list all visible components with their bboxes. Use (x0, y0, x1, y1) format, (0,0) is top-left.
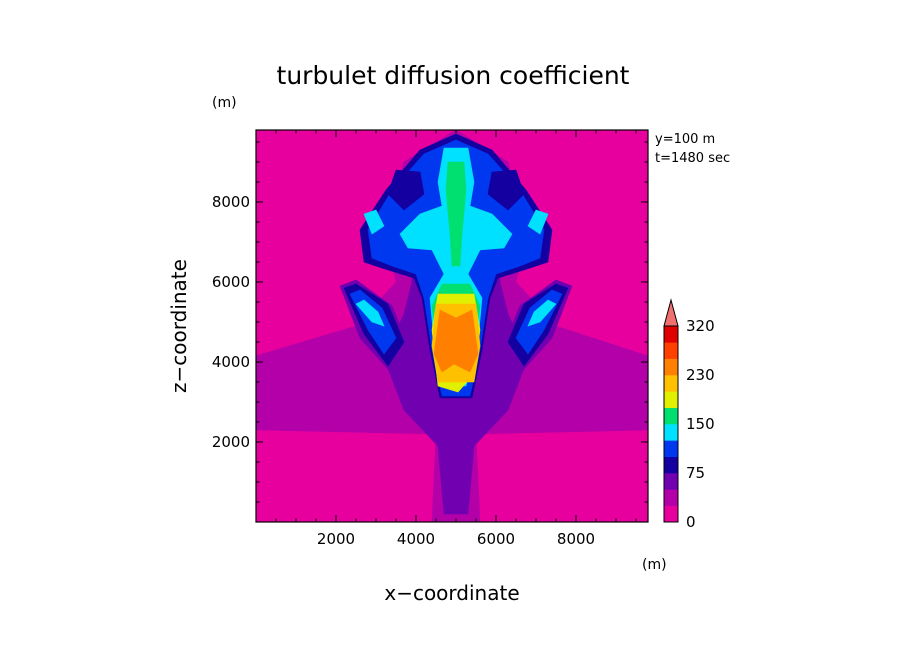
colorbar-segment-5 (664, 424, 678, 441)
colorbar-tick-label: 230 (686, 366, 715, 384)
colorbar-tick-label: 75 (686, 464, 705, 482)
colorbar-tick-label: 0 (686, 513, 696, 531)
contour-region-13 (527, 299, 557, 327)
x-tick-label: 4000 (397, 530, 435, 548)
contour-region-16 (399, 147, 513, 387)
x-axis-label: x−coordinate (384, 581, 519, 605)
colorbar-extend-arrow (663, 298, 679, 327)
x-tick-label: 2000 (317, 530, 355, 548)
plot-frame (255, 129, 649, 523)
x-unit-label: (m) (642, 557, 667, 573)
contour-region-15 (527, 209, 549, 235)
contour-region-14 (363, 209, 385, 235)
colorbar-frame (663, 325, 679, 523)
colorbar-segment-11 (664, 326, 678, 343)
contour-region-12 (355, 299, 385, 327)
colorbar-segment-1 (664, 489, 678, 506)
y-tick-label: 4000 (212, 353, 250, 371)
contour-region-10 (387, 169, 425, 211)
chart-title: turbulet diffusion coefficient (277, 61, 630, 90)
colorbar-segment-6 (664, 407, 678, 425)
colorbar-segment-3 (664, 456, 678, 474)
colorbar-segment-8 (664, 375, 678, 392)
y-axis-label: z−coordinate (167, 259, 191, 393)
colorbar-segment-7 (664, 391, 678, 408)
x-tick-label: 6000 (477, 530, 515, 548)
plot-area (256, 130, 648, 522)
colorbar-segment-0 (664, 505, 678, 523)
annotation-y: y=100 m (655, 132, 715, 147)
y-tick-label: 6000 (212, 273, 250, 291)
colorbar-segment-4 (664, 440, 678, 457)
annotation-t: t=1480 sec (655, 151, 730, 166)
colorbar: 0 75 150 230 320 (663, 298, 715, 531)
colorbar-segment-10 (664, 342, 678, 359)
y-tick-label: 8000 (212, 193, 250, 211)
contour-regions (256, 130, 648, 522)
y-axis-ticks: 2000 4000 6000 8000 (212, 141, 648, 503)
y-tick-label: 2000 (212, 433, 250, 451)
colorbar-segment-2 (664, 473, 678, 490)
colorbar-tick-label: 150 (686, 415, 715, 433)
x-axis-ticks: 2000 4000 6000 8000 (275, 130, 637, 548)
y-unit-label: (m) (212, 95, 237, 111)
colorbar-segment-9 (664, 358, 678, 376)
contour-region-21 (433, 309, 479, 373)
colorbar-tick-label: 320 (686, 317, 715, 335)
contour-region-11 (487, 169, 525, 211)
contour-region-17 (445, 161, 467, 267)
x-tick-label: 8000 (557, 530, 595, 548)
